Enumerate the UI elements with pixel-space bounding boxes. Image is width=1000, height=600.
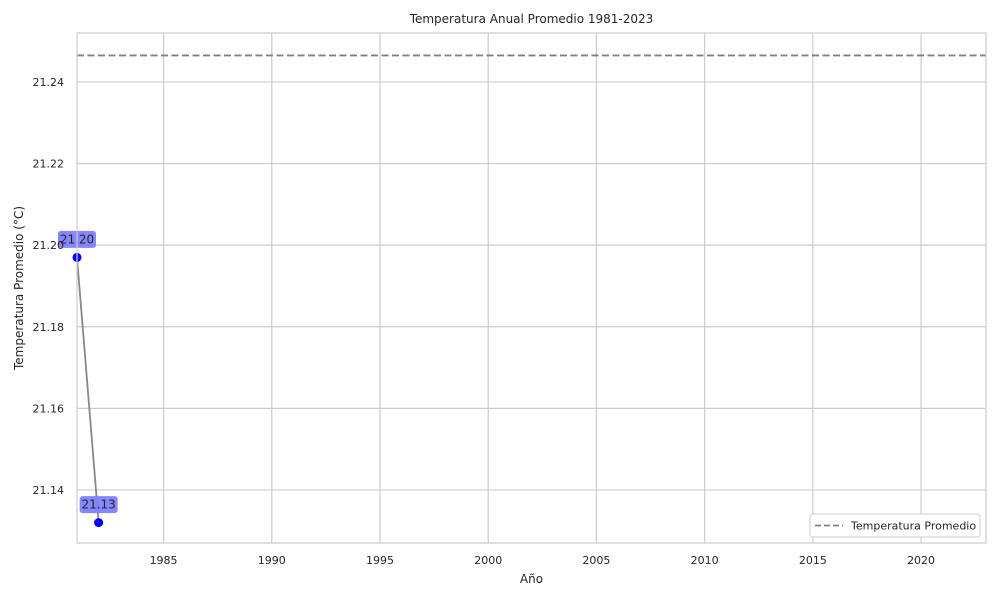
legend: Temperatura Promedio: [809, 513, 981, 538]
data-label: 21.13: [81, 498, 115, 512]
y-axis-label: Temperatura Promedio (°C): [12, 206, 26, 371]
x-axis-label: Año: [520, 572, 543, 586]
y-tick-label: 21.18: [33, 321, 65, 334]
plot-background: [77, 33, 986, 543]
x-tick-label: 1985: [150, 554, 178, 567]
data-point: [94, 518, 104, 528]
plot-frame: [76, 32, 987, 544]
y-tick-label: 21.16: [33, 402, 65, 415]
x-tick-label: 2020: [907, 554, 935, 567]
y-tick-label: 21.22: [33, 158, 65, 171]
legend-entry: Temperatura Promedio: [850, 520, 976, 533]
y-tick-label: 21.14: [33, 484, 65, 497]
y-tick-label: 21.24: [33, 76, 65, 89]
x-tick-label: 1990: [258, 554, 286, 567]
y-tick-label: 21.20: [33, 239, 65, 252]
tick-labels: 1985 1990 1995 2000 2005 2010 2015 2020 21.14 21.…: [33, 76, 936, 567]
x-tick-label: 2000: [474, 554, 502, 567]
data-label-box: [79, 496, 118, 514]
legend-box: [809, 513, 981, 538]
grid: [77, 33, 986, 543]
x-tick-label: 2010: [691, 554, 719, 567]
series-line: [76, 257, 100, 523]
chart-title: Temperatura Anual Promedio 1981-2023: [409, 12, 654, 26]
x-tick-label: 2005: [582, 554, 610, 567]
x-tick-label: 2015: [799, 554, 827, 567]
x-tick-label: 1995: [366, 554, 394, 567]
